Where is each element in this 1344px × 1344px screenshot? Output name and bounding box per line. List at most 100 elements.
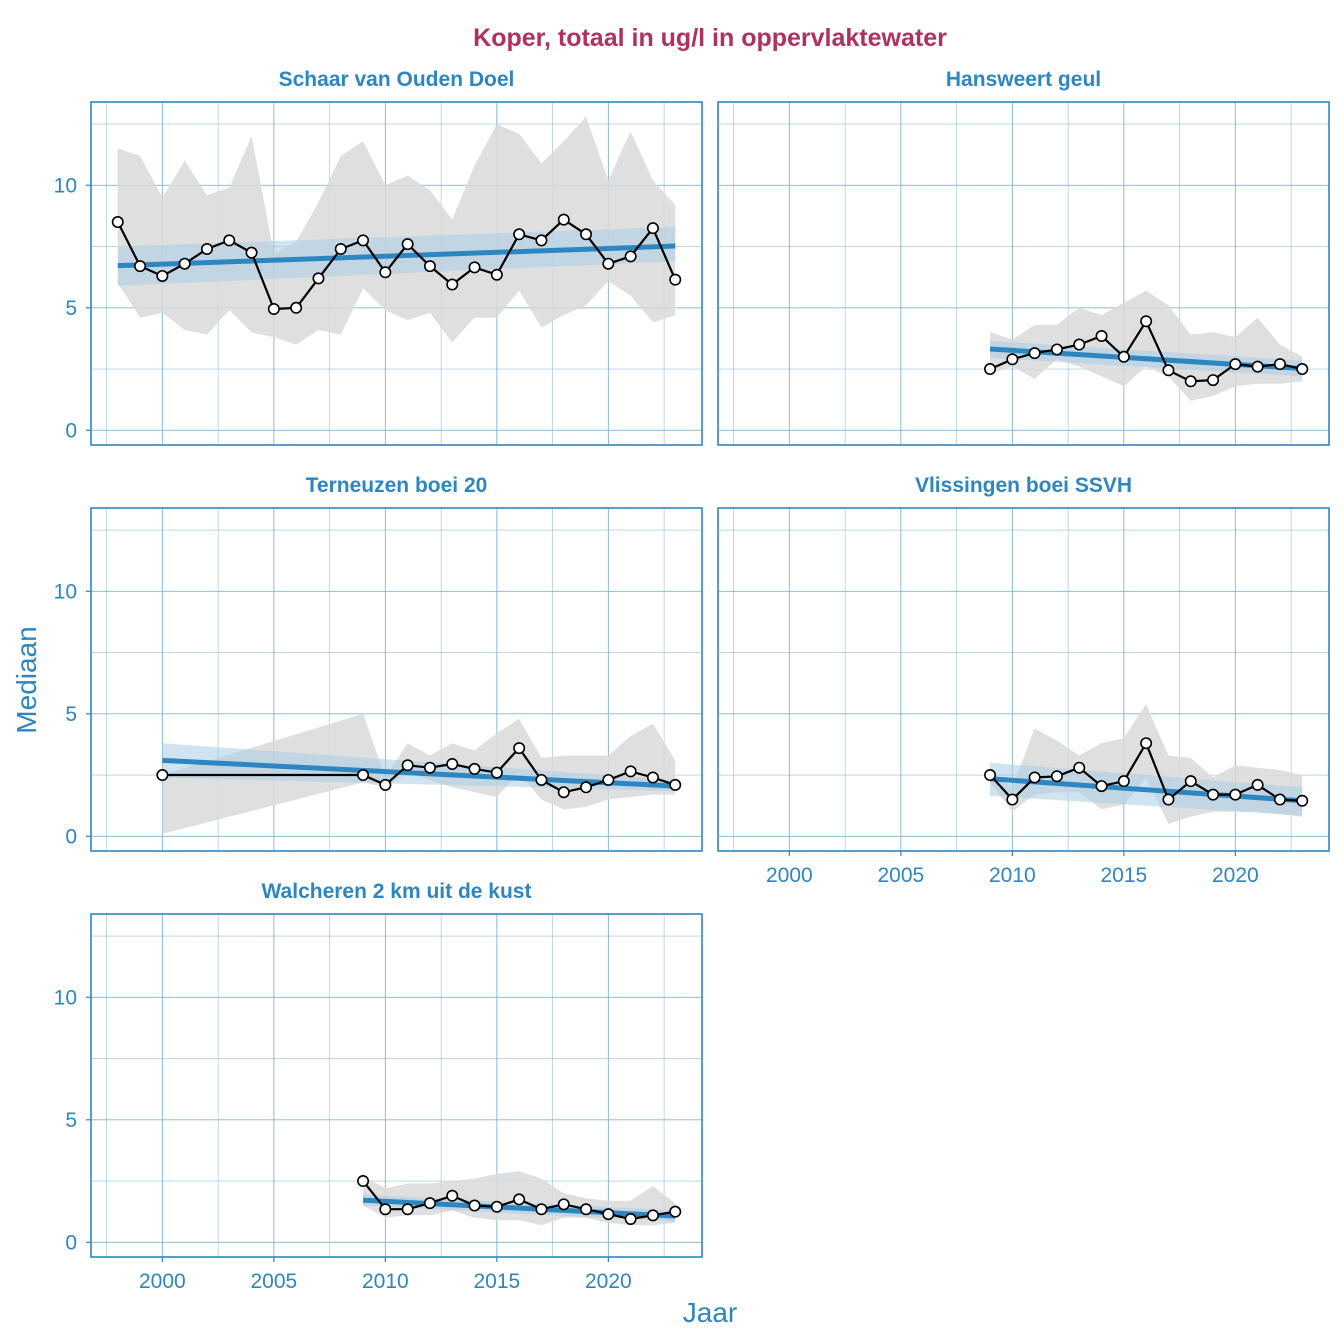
panel-4: Vlissingen boei SSVH 2000 2005 2010 2015 2020 bbox=[717, 474, 1330, 887]
median-point bbox=[1140, 315, 1153, 328]
x-tick-label: 2010 bbox=[989, 864, 1036, 887]
range-band bbox=[117, 116, 676, 345]
median-point bbox=[1117, 350, 1130, 363]
median-point bbox=[557, 786, 570, 799]
median-point bbox=[401, 238, 414, 251]
median-point bbox=[1207, 788, 1220, 801]
median-point bbox=[1207, 374, 1220, 387]
median-point bbox=[1184, 375, 1197, 388]
median-point bbox=[1296, 794, 1309, 807]
median-point bbox=[1140, 737, 1153, 750]
y-tick-label: 0 bbox=[65, 419, 77, 442]
median-point bbox=[624, 250, 637, 263]
median-point bbox=[1073, 761, 1086, 774]
panel-1: Schaar van Ouden Doel 0 5 10 bbox=[54, 68, 703, 446]
median-point bbox=[1162, 364, 1175, 377]
x-tick-label: 2005 bbox=[250, 1270, 297, 1293]
median-point bbox=[602, 773, 615, 786]
trend-line bbox=[117, 243, 676, 269]
median-point bbox=[1095, 329, 1108, 342]
chart-title: Koper, totaal in ug/l in oppervlaktewate… bbox=[473, 24, 947, 52]
x-tick-label: 2000 bbox=[139, 1270, 186, 1293]
median-point bbox=[1162, 793, 1175, 806]
median-point bbox=[1006, 793, 1019, 806]
median-point bbox=[1028, 347, 1041, 360]
panel-frame bbox=[717, 101, 1330, 446]
median-point bbox=[379, 778, 392, 791]
panel-title: Vlissingen boei SSVH bbox=[915, 474, 1132, 497]
median-point bbox=[446, 278, 459, 291]
median-point bbox=[490, 1200, 503, 1213]
median-point bbox=[312, 272, 325, 285]
panel-3: Terneuzen boei 20 0 5 10 bbox=[54, 474, 703, 852]
median-point bbox=[513, 742, 526, 755]
median-point bbox=[1006, 353, 1019, 366]
median-point bbox=[357, 234, 370, 247]
panel-frame bbox=[90, 507, 703, 852]
median-point bbox=[446, 1189, 459, 1202]
median-point bbox=[111, 216, 124, 229]
panel-title: Walcheren 2 km uit de kust bbox=[262, 880, 532, 903]
median-point bbox=[646, 1209, 659, 1222]
median-point bbox=[646, 222, 659, 235]
y-tick-label: 5 bbox=[65, 703, 77, 726]
median-point bbox=[984, 769, 997, 782]
x-tick-label: 2000 bbox=[766, 864, 813, 887]
median-point bbox=[1229, 358, 1242, 371]
median-point bbox=[200, 243, 213, 256]
trend-line bbox=[989, 776, 1303, 804]
panel-frame bbox=[90, 913, 703, 1258]
y-tick-label: 10 bbox=[54, 174, 77, 197]
median-point bbox=[513, 228, 526, 241]
median-point bbox=[334, 243, 347, 256]
median-point bbox=[557, 213, 570, 226]
panel-2: Hansweert geul bbox=[717, 68, 1330, 446]
x-tick-label: 2020 bbox=[585, 1270, 632, 1293]
y-tick-label: 10 bbox=[54, 580, 77, 603]
panel-5: Walcheren 2 km uit de kust 0 5 10 2000 2005 20… bbox=[54, 880, 703, 1293]
panel-frame bbox=[90, 101, 703, 446]
median-point bbox=[178, 257, 191, 270]
x-tick-label: 2010 bbox=[362, 1270, 409, 1293]
median-point bbox=[669, 1205, 682, 1218]
median-point bbox=[1251, 360, 1264, 373]
x-tick-label: 2020 bbox=[1212, 864, 1259, 887]
median-point bbox=[1073, 338, 1086, 351]
panels-layer: Schaar van Ouden Doel 0 5 10 Hansweert geul T… bbox=[54, 68, 1330, 1293]
median-point bbox=[290, 301, 303, 314]
median-point bbox=[624, 765, 637, 778]
median-point bbox=[513, 1193, 526, 1206]
median-point bbox=[1095, 780, 1108, 793]
median-point bbox=[602, 1208, 615, 1221]
y-axis-title: Mediaan bbox=[11, 626, 42, 733]
y-tick-label: 0 bbox=[65, 1231, 77, 1254]
median-point bbox=[468, 261, 481, 274]
median-point bbox=[1273, 358, 1286, 371]
panel-title: Schaar van Ouden Doel bbox=[279, 68, 515, 91]
median-point bbox=[1296, 363, 1309, 376]
x-tick-label: 2015 bbox=[473, 1270, 520, 1293]
median-point bbox=[245, 246, 258, 259]
x-tick-label: 2005 bbox=[877, 864, 924, 887]
median-point bbox=[423, 1197, 436, 1210]
median-point bbox=[984, 363, 997, 376]
median-point bbox=[267, 303, 280, 316]
median-point bbox=[223, 234, 236, 247]
median-line bbox=[162, 746, 676, 794]
x-tick-label: 2015 bbox=[1100, 864, 1147, 887]
median-point bbox=[535, 1203, 548, 1216]
median-point bbox=[490, 766, 503, 779]
median-point bbox=[1117, 775, 1130, 788]
median-point bbox=[1229, 788, 1242, 801]
trend-line bbox=[162, 757, 676, 789]
median-point bbox=[669, 273, 682, 286]
median-point bbox=[1273, 793, 1286, 806]
panel-title: Hansweert geul bbox=[946, 68, 1101, 91]
median-point bbox=[423, 260, 436, 273]
y-tick-label: 0 bbox=[65, 825, 77, 848]
median-point bbox=[602, 257, 615, 270]
median-point bbox=[401, 759, 414, 772]
y-tick-label: 10 bbox=[54, 986, 77, 1009]
median-point bbox=[357, 1175, 370, 1188]
